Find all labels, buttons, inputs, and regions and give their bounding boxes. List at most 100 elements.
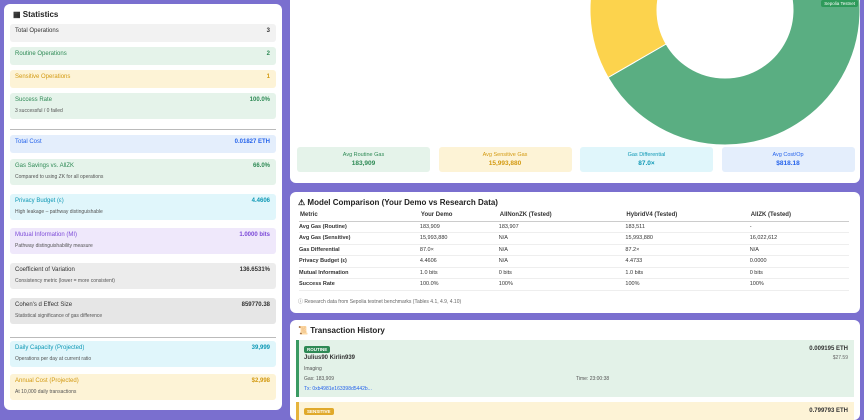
stat-value: 1: [266, 74, 270, 80]
table-cell: 1.0 bits: [419, 267, 499, 279]
table-cell: 87.2×: [625, 244, 750, 256]
stat-label: Annual Cost (Projected): [15, 378, 79, 384]
stat-note: Compared to using ZK for all operations: [15, 174, 104, 180]
table-cell: 87.0×: [419, 244, 499, 256]
table-row: Avg Gas (Sensitive) 15,993,880 N/A 15,993,8…: [299, 232, 849, 245]
table-cell: 0 bits: [498, 267, 626, 279]
tx-usd: $27.59: [832, 355, 848, 361]
stat-note: Consistency metric (lower = more consist…: [15, 278, 115, 284]
stat-label: Gas Savings vs. AllZK: [15, 163, 75, 169]
column-header: Metric: [299, 210, 420, 222]
stat-label: Privacy Budget (ε): [15, 198, 64, 204]
stat-value: 3: [266, 28, 270, 34]
table-cell: Gas Differential: [299, 244, 420, 256]
stat-label: Total Operations: [15, 28, 59, 34]
column-header: HybridV4 (Tested): [625, 210, 750, 222]
title: Transaction History: [310, 326, 385, 335]
stat-value: 39,999: [251, 345, 270, 351]
summary-value: 183,909: [351, 160, 376, 167]
tx-link[interactable]: Tx: 0xb4981e163398d5442b...: [304, 386, 372, 392]
table-cell: Mutual Information: [299, 267, 420, 279]
table-cell: 183,907: [498, 221, 626, 233]
table-row: Mutual Information 1.0 bits 0 bits 1.0 bits…: [299, 267, 849, 279]
table-cell: N/A: [498, 244, 626, 256]
column-header: AllNonZK (Tested): [498, 210, 626, 222]
stat-value: 4.4606: [251, 198, 270, 204]
table-cell: Avg Gas (Sensitive): [299, 232, 420, 245]
chart: Routine Sensitive: [380, 0, 860, 146]
summary-label: Avg Routine Gas: [342, 152, 385, 158]
stats-title: ▦ Statistics: [13, 10, 59, 19]
stat-label: Success Rate: [15, 97, 53, 103]
legend-label: Sensitive: [475, 0, 496, 2]
tx-eth: 0.009195 ETH: [809, 346, 848, 352]
tx-time: Time: 23:00:38: [576, 376, 610, 382]
table-cell: Avg Gas (Routine): [299, 221, 420, 233]
stat-row: Mutual Information (MI) 1.0000 bits Pathwa…: [10, 228, 276, 254]
tx-item[interactable]: ROUTINE Julius90 Kirlin939 Imaging Gas: …: [296, 340, 854, 397]
stat-value: 100.0%: [249, 97, 270, 103]
summary-value: $818.18: [776, 160, 800, 167]
stat-row: Total Operations 3: [10, 24, 276, 42]
title: Statistics: [22, 10, 59, 19]
stat-note: 3 successful / 0 failed: [15, 108, 63, 114]
table-row: Avg Gas (Routine) 183,909 183,907 183,511-: [299, 221, 849, 233]
table-cell: N/A: [498, 255, 626, 268]
stat-row: Gas Savings vs. AllZK 66.0% Compared to us…: [10, 159, 276, 185]
stat-label: Total Cost: [15, 139, 42, 145]
stat-label: Daily Capacity (Projected): [15, 345, 85, 351]
divider: [10, 129, 276, 130]
tx-gas: Gas: 183,909: [304, 376, 335, 382]
stat-value: 2: [266, 51, 270, 57]
table-cell: -: [749, 221, 849, 233]
table-cell: N/A: [498, 232, 626, 245]
comparison-title: ⚠ Model Comparison (Your Demo vs Researc…: [298, 198, 498, 207]
stat-row: Success Rate 100.0% 3 successful / 0 faile…: [10, 93, 276, 119]
stat-value: 859770.38: [241, 302, 270, 308]
tx-eth: 0.799793 ETH: [809, 408, 848, 414]
tx-badge: ROUTINE: [304, 346, 331, 353]
column-header: AllZK (Tested): [749, 210, 849, 222]
stat-note: Pathway distinguishability measure: [15, 243, 93, 249]
summary-label: Gas Differential: [627, 152, 666, 158]
table-row: Success Rate 100.0% 100% 100% 100%: [299, 278, 849, 291]
table-cell: 15,993,880: [419, 232, 499, 245]
network-badge: Sepolia Testnet: [821, 0, 858, 7]
table-cell: 100%: [749, 278, 849, 291]
transactions-title: 📜 Transaction History: [298, 326, 385, 335]
stat-label: Cohen's d Effect Size: [15, 302, 73, 308]
stat-note: Operations per day at current ratio: [15, 356, 92, 362]
table-cell: 16,022,612: [749, 232, 849, 245]
summary-box: Avg Routine Gas 183,909: [297, 147, 430, 172]
summary-box: Avg Cost/Op $818.18: [721, 147, 855, 172]
stat-row: Daily Capacity (Projected) 39,999 Operatio…: [10, 341, 276, 367]
stat-row: Privacy Budget (ε) 4.4606 High leakage – p…: [10, 194, 276, 220]
table-cell: 0.0000: [749, 255, 849, 268]
table-row: Privacy Budget (ε) 4.4606 N/A 4.4733 0.0000: [299, 255, 849, 268]
stat-row: Annual Cost (Projected) $2,998 At 10,000 d…: [10, 374, 276, 400]
table-cell: 4.4733: [625, 255, 750, 268]
pie-slice: [589, 0, 667, 79]
stat-row: Cohen's d Effect Size 859770.38 Statistica…: [10, 298, 276, 324]
summary-label: Avg Cost/Op: [772, 152, 804, 158]
stat-row: Routine Operations 2: [10, 47, 276, 65]
table-cell: 4.4606: [419, 255, 499, 268]
table-cell: N/A: [749, 244, 849, 256]
table-cell: 100.0%: [419, 278, 499, 291]
stat-label: Coefficient of Variation: [15, 267, 75, 273]
table-row: Gas Differential 87.0× N/A 87.2× N/A: [299, 244, 849, 256]
stat-value: 1.0000 bits: [239, 232, 270, 238]
transactions-card: 📜 Transaction History ROUTINE Julius90 K…: [290, 320, 860, 420]
tx-item[interactable]: SENSITIVE 0.799793 ETH: [296, 402, 854, 420]
stat-note: Statistical significance of gas differen…: [15, 313, 103, 319]
tx-category: Imaging: [304, 366, 322, 372]
stat-value: 66.0%: [252, 163, 270, 169]
note: Research data from Sepolia testnet bench…: [304, 299, 462, 305]
tx-badge: SENSITIVE: [304, 408, 334, 415]
title: Model Comparison (Your Demo vs Research …: [307, 198, 498, 207]
stat-note: At 10,000 daily transactions: [15, 389, 77, 395]
table-cell: 100%: [625, 278, 750, 291]
stat-row: Total Cost 0.01827 ETH: [10, 135, 276, 153]
table-cell: 1.0 bits: [625, 267, 750, 279]
stat-note: High leakage – pathway distinguishable: [15, 209, 103, 215]
